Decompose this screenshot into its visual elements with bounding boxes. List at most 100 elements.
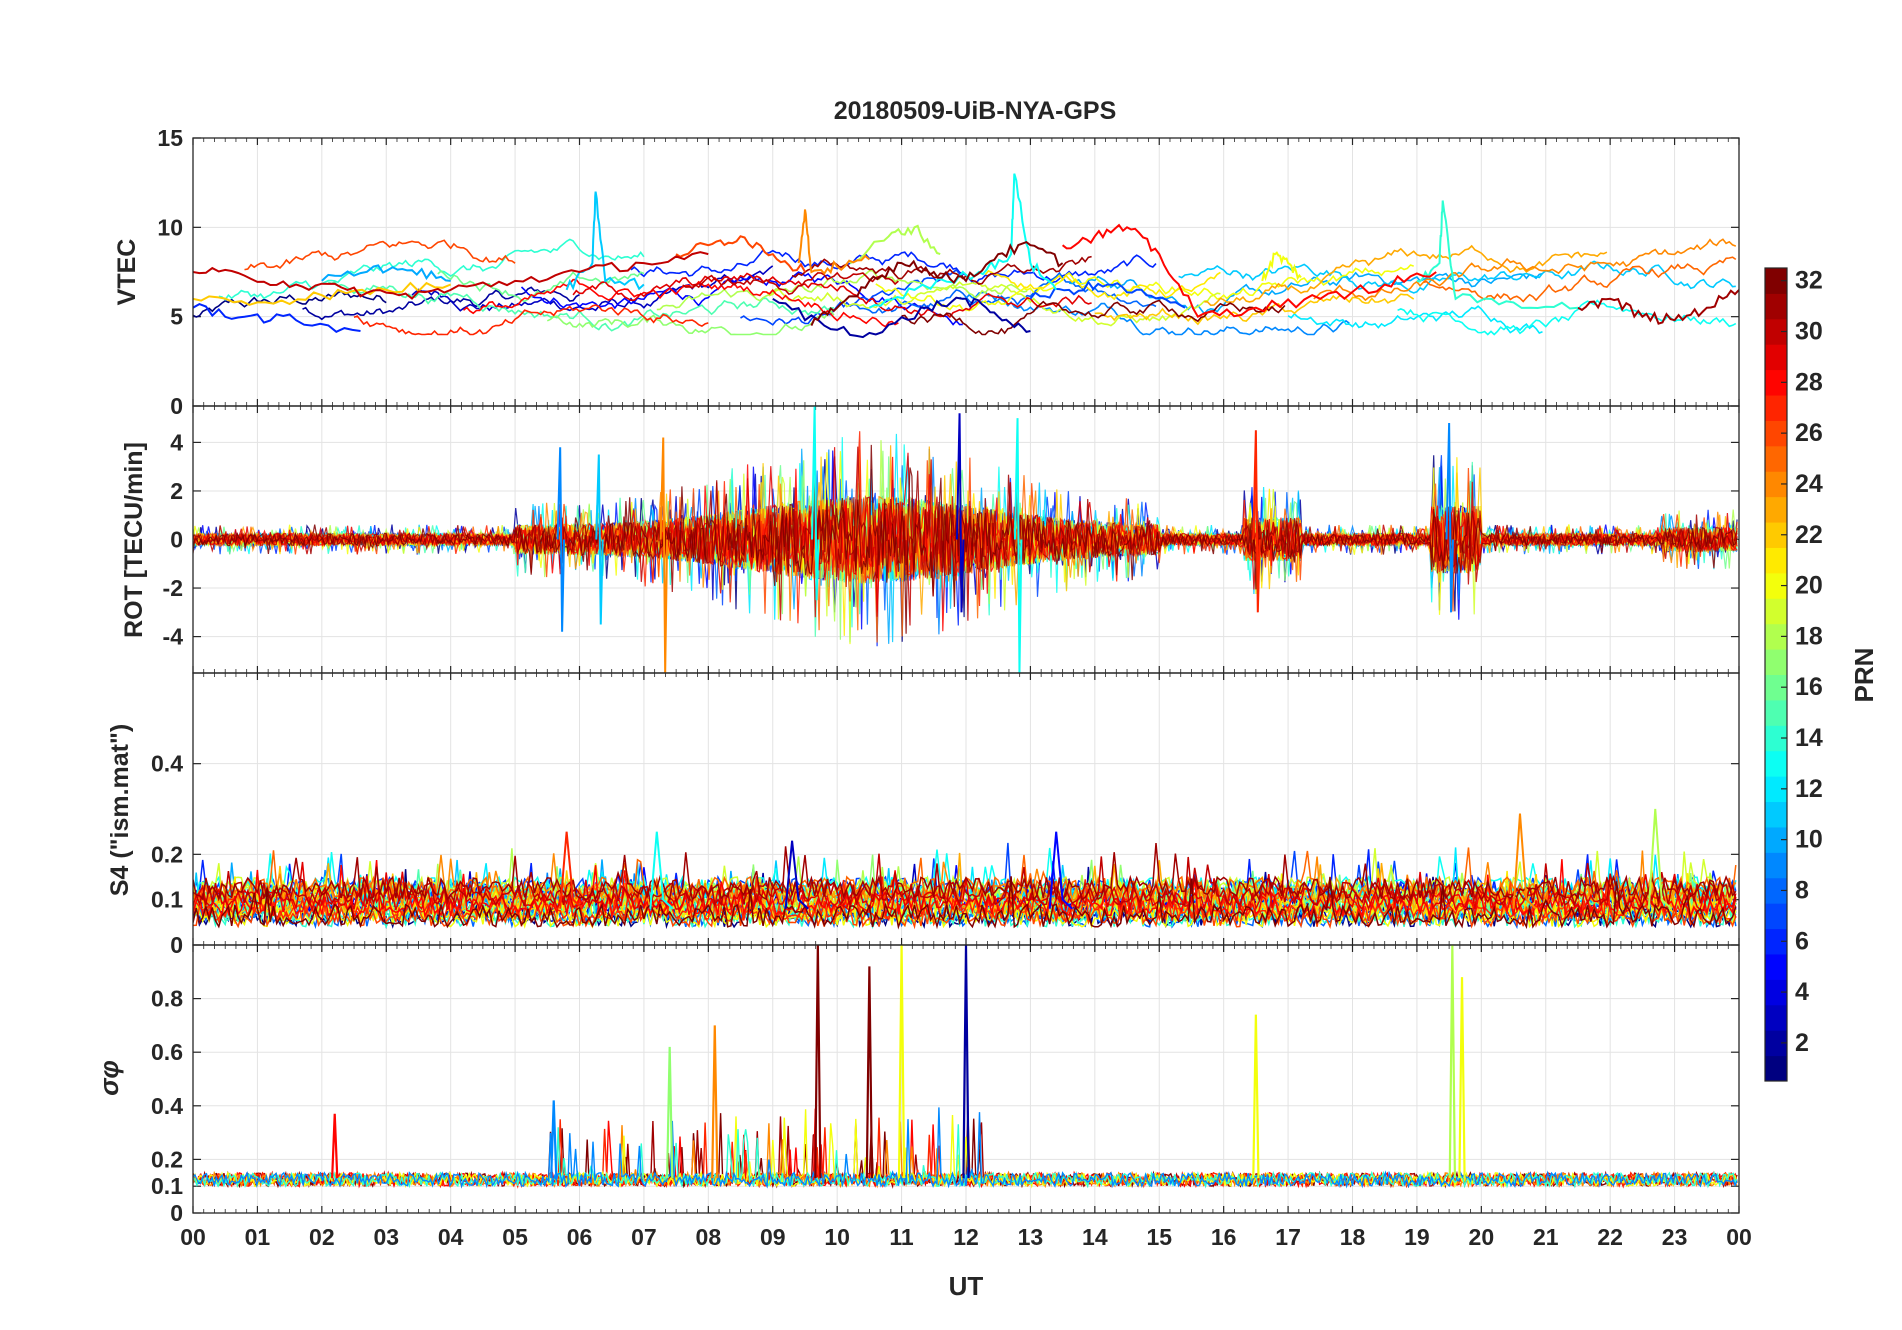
y-tick-label: 4 (170, 429, 183, 455)
colorbar-tick-label: 14 (1795, 724, 1823, 752)
x-tick-label: 05 (502, 1224, 528, 1250)
vtec-series-prn-26 (675, 235, 806, 273)
s4-y-ticks: 0 0.1 0.2 0.4 (151, 751, 183, 958)
s4-peak-prn-3 (784, 840, 809, 910)
sigma-y-ticks: 00.10.2 0.4 0.6 0.8 (151, 986, 183, 1226)
vtec-series-prn-20 (1261, 251, 1302, 282)
panel-rot: -4 -2 0 2 4 ROT [TECU/min] (120, 405, 1740, 674)
x-tick-label: 15 (1146, 1224, 1172, 1250)
x-tick-label: 12 (953, 1224, 979, 1250)
vtec-series-prn-2 (772, 296, 1031, 339)
colorbar-swatch (1765, 445, 1787, 472)
colorbar-tick-label: 6 (1795, 927, 1809, 955)
x-tick-label: 14 (1082, 1224, 1108, 1250)
s4-trace-prn-28 (193, 859, 1737, 919)
colorbar-swatch (1765, 750, 1787, 777)
y-tick-label: 0.8 (151, 986, 183, 1012)
x-tick-label: 21 (1533, 1224, 1559, 1250)
vtec-series-prn-13 (868, 173, 1058, 309)
rot-lines (193, 406, 1738, 673)
sigma-spike-prn-20 (897, 945, 906, 1179)
sigma-spike-prn-32 (865, 966, 874, 1179)
y-tick-label: 10 (157, 214, 183, 240)
colorbar-swatch (1765, 522, 1787, 548)
vtec-series-prn-31 (1577, 289, 1739, 325)
x-tick-label: 09 (760, 1224, 786, 1250)
vtec-trace-prn-23 (1204, 244, 1608, 307)
x-tick-label: 00 (1726, 1224, 1752, 1250)
vtec-trace-prn-24 (1313, 238, 1737, 302)
sigma-spike-prn-17 (666, 1046, 674, 1179)
s4-peak-prn-13 (649, 831, 674, 910)
x-tick-label: 18 (1340, 1224, 1366, 1250)
colorbar-swatch (1765, 471, 1787, 498)
panel-vtec: 0 5 10 15 VTEC (113, 125, 1740, 419)
x-tick-label: 00 (180, 1224, 206, 1250)
vtec-trace-prn-17 (546, 309, 835, 336)
s4-peak-prn-18 (1647, 808, 1673, 910)
vtec-grid (192, 137, 1740, 407)
x-tick-label: 02 (309, 1224, 335, 1250)
x-axis-label: UT (949, 1271, 984, 1301)
y-tick-label: 0 (170, 527, 183, 553)
vtec-trace-prn-9 (959, 291, 1350, 336)
x-tick-label: 20 (1469, 1224, 1495, 1250)
chart-title: 20180509-UiB-NYA-GPS (834, 97, 1117, 125)
x-tick-label: 11 (889, 1224, 914, 1250)
vtec-ylabel: VTEC (113, 239, 141, 306)
colorbar-tick-label: 2 (1795, 1029, 1809, 1057)
colorbar-tick-label: 12 (1795, 775, 1823, 803)
x-tick-label: 22 (1597, 1224, 1623, 1250)
vtec-trace-prn-1 (193, 289, 387, 318)
vtec-trace-prn-18 (656, 269, 1028, 311)
colorbar-swatch (1765, 699, 1787, 726)
x-tick-label: 23 (1662, 1224, 1688, 1250)
colorbar-swatch (1765, 623, 1787, 650)
colorbar-swatch (1765, 725, 1787, 752)
sigma-spike-prn-32 (814, 945, 822, 1179)
y-tick-label: 0.6 (151, 1039, 183, 1065)
rot-spike-prn-13 (811, 406, 820, 601)
colorbar-tick-label: 24 (1795, 470, 1823, 498)
colorbar-tick-label: 10 (1795, 826, 1823, 854)
colorbar-tick-label: 8 (1795, 876, 1809, 904)
vtec-series-prn-6 (193, 303, 361, 333)
rot-spike-prn-11 (595, 454, 604, 625)
colorbar-swatch (1765, 801, 1787, 828)
vtec-series-prn-32 (810, 240, 1064, 327)
s4-trace-prn-32 (193, 876, 1737, 930)
vtec-series-prn-18 (849, 224, 941, 265)
vtec-trace-prn-25 (1423, 256, 1737, 303)
colorbar-swatch (1765, 1055, 1787, 1082)
sigma-spike-prn-20 (1458, 977, 1466, 1179)
y-tick-label: 0.4 (151, 751, 183, 777)
colorbar-swatch (1765, 649, 1787, 675)
vtec-series-prn-24 (797, 209, 871, 276)
panel-sigma-phi: 00.10.2 0.4 0.6 0.8 σφ (94, 944, 1740, 1226)
x-tick-label: 17 (1275, 1224, 1301, 1250)
vtec-trace-prn-21 (984, 269, 1221, 301)
y-tick-label: 0.2 (151, 841, 183, 867)
y-tick-label: 0.1 (151, 1173, 183, 1199)
vtec-trace-prn-12 (1287, 305, 1543, 334)
vtec-trace-prn-3 (411, 265, 774, 312)
s4-trace-prn-31 (193, 843, 1737, 902)
colorbar-tick-label: 26 (1795, 419, 1823, 447)
sigma-spike-prn-20 (1252, 1014, 1260, 1179)
s4-trace-prn-20 (193, 870, 1737, 929)
colorbar-swatch (1765, 826, 1787, 853)
colorbar-tick-label: 16 (1795, 673, 1823, 701)
s4-peak-prn-27 (559, 831, 584, 910)
x-tick-label: 19 (1404, 1224, 1430, 1250)
sigma-spike-prn-9 (550, 1100, 558, 1179)
panel-s4: 0 0.1 0.2 0.4 S4 ("ism.mat") (106, 672, 1740, 958)
vtec-series-prn-22 (193, 281, 452, 306)
colorbar-swatch (1765, 547, 1787, 574)
sigma-ylabel: σφ (94, 1060, 124, 1096)
y-tick-label: 5 (170, 304, 183, 330)
y-tick-label: 0.4 (151, 1093, 183, 1119)
sigma-axes-box (192, 944, 1740, 1214)
colorbar-tick-label: 4 (1795, 978, 1809, 1006)
